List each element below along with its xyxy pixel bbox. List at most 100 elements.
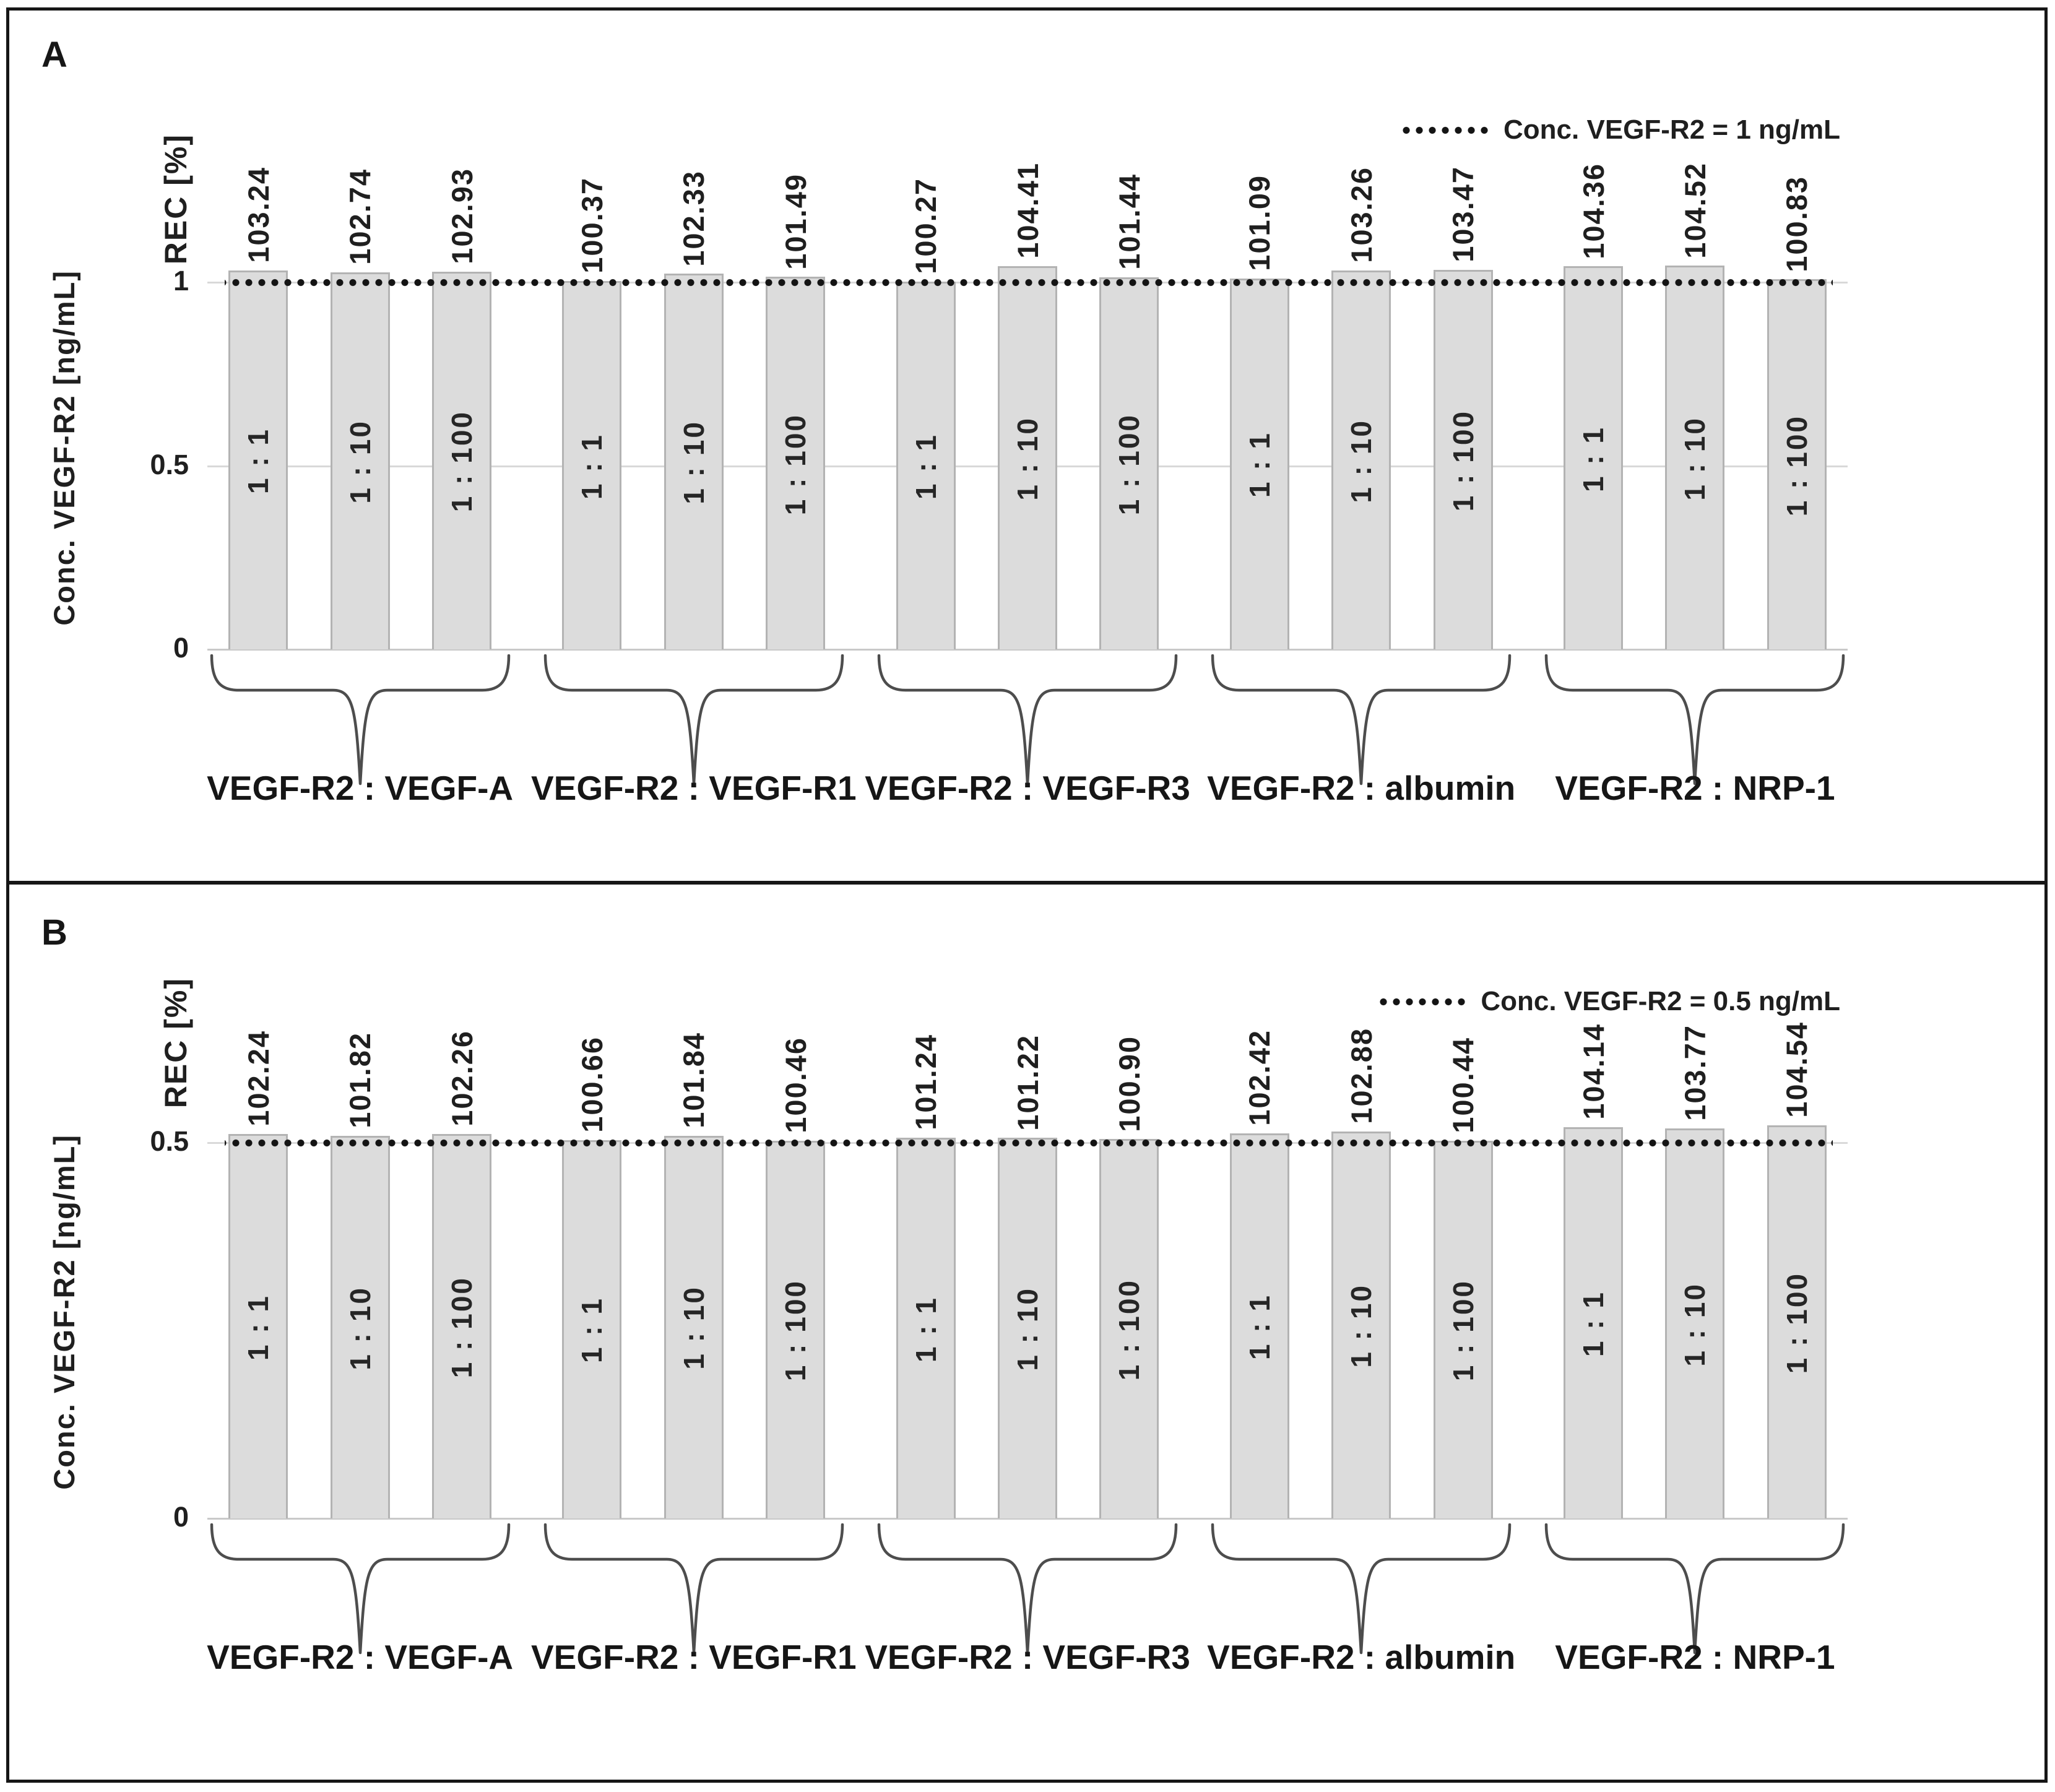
bar-rec-value-label: 104.36: [1577, 162, 1610, 259]
group-brace-path: [877, 654, 1178, 786]
legend-a: Conc. VEGF-R2 = 1 ng/mL: [1398, 115, 1840, 145]
bar-dilution-label-box: 1 : 10: [1333, 272, 1389, 649]
bar-dilution-label: 1 : 100: [1447, 1279, 1479, 1382]
bar: 1 : 10: [1331, 270, 1391, 649]
bar: 1 : 100: [766, 1140, 826, 1518]
bar-rec-value-label: 101.82: [344, 1031, 377, 1128]
group-brace: [1545, 654, 1845, 786]
bar-cell: 1 : 10 104.41: [977, 162, 1078, 649]
group-brace-path: [1211, 654, 1512, 786]
bar-group: 1 : 1 102.42 1 : 10 102.88 1 : 100 100.44: [1209, 1028, 1514, 1518]
bar-cell: 1 : 1 104.14: [1542, 1023, 1644, 1518]
y-axis-label-box: Conc. VEGF-R2 [ng/mL]: [39, 246, 89, 649]
bar-dilution-label: 1 : 100: [779, 1279, 812, 1382]
bar: 1 : 1: [228, 1134, 288, 1518]
bar-value-box: 103.77: [1644, 1024, 1746, 1121]
bar: 1 : 1: [896, 1138, 956, 1518]
bar-group: 1 : 1 104.36 1 : 10 104.52 1 : 100 100.83: [1542, 162, 1848, 649]
group-unit: VEGF-R2 : VEGF-A: [207, 1518, 513, 1729]
bar-dilution-label: 1 : 100: [1113, 413, 1146, 515]
gridline-y-0: [207, 1518, 1848, 1520]
bar: 1 : 10: [1665, 1128, 1725, 1518]
bar-value-box: 100.44: [1412, 1037, 1513, 1133]
bar-dilution-label-box: 1 : 10: [666, 275, 722, 649]
bar-value-box: 100.46: [745, 1037, 846, 1133]
bar-dilution-label: 1 : 1: [242, 1294, 275, 1361]
bar-rec-value-label: 104.54: [1780, 1021, 1814, 1119]
bar-cell: 1 : 1 101.09: [1209, 175, 1310, 649]
bar-cell: 1 : 100 100.83: [1746, 176, 1848, 649]
bar-dilution-label-box: 1 : 100: [1101, 1141, 1157, 1518]
bar-rec-value-label: 102.26: [445, 1030, 478, 1127]
bar-cell: 1 : 1 100.27: [875, 178, 976, 649]
bar-dilution-label: 1 : 10: [1679, 1282, 1711, 1367]
bar-rec-value-label: 103.77: [1678, 1024, 1711, 1121]
bar-value-box: 104.54: [1746, 1021, 1848, 1118]
bar-value-box: 102.74: [309, 168, 410, 265]
bar-dilution-label-box: 1 : 1: [1565, 1129, 1621, 1518]
bar-rec-value-label: 103.47: [1447, 165, 1480, 262]
dotted-line-legend-swatch: [1375, 997, 1470, 1006]
group-brace: [1211, 654, 1512, 786]
bar-cell: 1 : 10 102.33: [643, 170, 745, 649]
bar-dilution-label: 1 : 100: [1113, 1279, 1146, 1381]
y-axis-label: Conc. VEGF-R2 [ng/mL]: [47, 269, 80, 626]
bar-cell: 1 : 1 100.37: [541, 177, 642, 649]
bar-dilution-label: 1 : 1: [242, 428, 275, 495]
group-unit: VEGF-R2 : VEGF-R1: [531, 1518, 857, 1729]
bar: 1 : 100: [1433, 269, 1493, 649]
bar-rec-value-label: 101.22: [1011, 1034, 1044, 1131]
bar-rec-value-label: 103.24: [241, 167, 275, 264]
bar-value-box: 103.24: [207, 167, 309, 263]
bar-value-box: 100.27: [875, 178, 976, 274]
bar-cell: 1 : 100 104.54: [1746, 1021, 1848, 1518]
group-brace-path: [877, 1523, 1178, 1655]
group-brace: [543, 1523, 844, 1655]
group-brace: [877, 654, 1178, 786]
bar-rec-value-label: 100.66: [575, 1036, 608, 1133]
bar-dilution-label-box: 1 : 1: [898, 1140, 954, 1518]
bar-value-box: 102.26: [411, 1030, 513, 1127]
bar-dilution-label-box: 1 : 10: [1333, 1133, 1389, 1518]
y-tick-label: 0.5: [150, 448, 189, 480]
bars-row: 1 : 1 103.24 1 : 10 102.74 1 : 100 102.93 1 : …: [207, 162, 1848, 649]
bar-value-box: 101.22: [977, 1034, 1078, 1131]
rec-header-box: REC [%]: [154, 953, 197, 1108]
y-tick-label: 0: [173, 1501, 189, 1533]
panel-a: A Conc. VEGF-R2 = 1 ng/mL Conc. VEGF-R2 …: [9, 11, 2044, 885]
bar-value-box: 101.44: [1078, 173, 1180, 270]
bar-value-box: 100.37: [541, 177, 642, 274]
bar-value-box: 101.49: [745, 173, 846, 270]
bar-value-box: 104.14: [1542, 1023, 1644, 1120]
bar-cell: 1 : 100 101.44: [1078, 173, 1180, 649]
bar-dilution-label: 1 : 10: [344, 1286, 376, 1370]
panel-b-letter: B: [41, 912, 67, 953]
bar-dilution-label: 1 : 10: [1345, 418, 1378, 503]
bar-rec-value-label: 103.26: [1344, 167, 1378, 263]
bar-dilution-label-box: 1 : 10: [1667, 267, 1723, 649]
bar-dilution-label-box: 1 : 1: [1565, 268, 1621, 649]
bar-rec-value-label: 101.44: [1112, 173, 1146, 270]
bar: 1 : 100: [766, 277, 826, 649]
bar-dilution-label: 1 : 1: [576, 1297, 608, 1364]
group-category-label: VEGF-R2 : VEGF-R3: [865, 1638, 1190, 1676]
bar-dilution-label-box: 1 : 100: [434, 274, 490, 649]
group-unit: VEGF-R2 : VEGF-R3: [865, 1518, 1190, 1729]
y-tick-label: 1: [173, 265, 189, 297]
bar-dilution-label-box: 1 : 100: [1769, 1127, 1825, 1518]
group-brace: [210, 654, 510, 786]
bar-dilution-label: 1 : 100: [1447, 409, 1479, 511]
group-category-label: VEGF-R2 : VEGF-A: [207, 1638, 514, 1676]
bar-value-box: 104.36: [1542, 163, 1644, 259]
group-brace: [210, 1523, 510, 1655]
bar: 1 : 10: [1665, 266, 1725, 649]
bar-dilution-label: 1 : 100: [1780, 1271, 1813, 1374]
bar-value-box: 100.90: [1078, 1036, 1180, 1132]
bar-cell: 1 : 1 103.24: [207, 167, 309, 649]
group-category-label: VEGF-R2 : albumin: [1207, 769, 1516, 807]
group-unit: VEGF-R2 : VEGF-R3: [865, 649, 1190, 860]
bar-cell: 1 : 1 102.42: [1209, 1029, 1310, 1518]
bar: 1 : 1: [1229, 278, 1289, 649]
group-brace: [1545, 1523, 1845, 1655]
bar-group: 1 : 1 101.09 1 : 10 103.26 1 : 100 103.47: [1209, 166, 1514, 649]
